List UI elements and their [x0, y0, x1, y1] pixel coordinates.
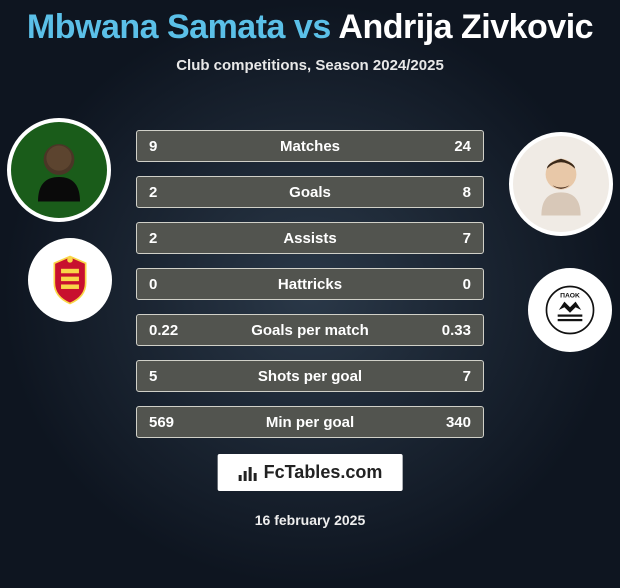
bars-icon — [238, 463, 258, 483]
stat-label: Hattricks — [199, 276, 421, 293]
player1-silhouette-icon — [24, 135, 94, 205]
stat-value-right: 7 — [421, 230, 471, 247]
stat-value-left: 2 — [149, 230, 199, 247]
stat-row: 569 Min per goal 340 — [136, 406, 484, 438]
stat-label: Min per goal — [199, 414, 421, 431]
title-player1: Mbwana Samata — [27, 8, 285, 46]
club2-badge: ΠAOK — [528, 268, 612, 352]
player2-avatar — [509, 132, 613, 236]
stat-label: Shots per goal — [199, 368, 421, 385]
stat-value-left: 0.22 — [149, 322, 199, 339]
player1-avatar — [7, 118, 111, 222]
stat-value-right: 24 — [421, 138, 471, 155]
stat-row: 5 Shots per goal 7 — [136, 360, 484, 392]
comparison-title: Mbwana Samata vs Andrija Zivkovic — [0, 8, 620, 47]
stat-row: 0 Hattricks 0 — [136, 268, 484, 300]
stat-label: Goals — [199, 184, 421, 201]
watermark-text: FcTables.com — [264, 462, 383, 483]
stat-value-right: 7 — [421, 368, 471, 385]
stat-value-right: 340 — [421, 414, 471, 431]
stat-label: Matches — [199, 138, 421, 155]
stat-label: Assists — [199, 230, 421, 247]
stat-value-left: 0 — [149, 276, 199, 293]
club1-badge — [28, 238, 112, 322]
stats-table: 9 Matches 24 2 Goals 8 2 Assists 7 0 Hat… — [136, 130, 484, 452]
stat-value-left: 5 — [149, 368, 199, 385]
stat-value-left: 9 — [149, 138, 199, 155]
stat-value-right: 8 — [421, 184, 471, 201]
club1-crest-icon — [42, 252, 98, 308]
club2-name-text: ΠAOK — [560, 293, 580, 300]
stat-row: 9 Matches 24 — [136, 130, 484, 162]
club2-crest-icon: ΠAOK — [542, 282, 598, 338]
stat-label: Goals per match — [199, 322, 421, 339]
title-vs: vs — [294, 8, 331, 46]
stat-value-right: 0.33 — [421, 322, 471, 339]
player2-silhouette-icon — [526, 149, 596, 219]
stat-row: 2 Goals 8 — [136, 176, 484, 208]
stat-value-right: 0 — [421, 276, 471, 293]
stat-value-left: 2 — [149, 184, 199, 201]
footer-date: 16 february 2025 — [0, 512, 620, 528]
stat-row: 2 Assists 7 — [136, 222, 484, 254]
stat-value-left: 569 — [149, 414, 199, 431]
title-player2: Andrija Zivkovic — [338, 8, 593, 46]
stat-row: 0.22 Goals per match 0.33 — [136, 314, 484, 346]
subtitle: Club competitions, Season 2024/2025 — [0, 57, 620, 74]
watermark: FcTables.com — [218, 454, 403, 491]
